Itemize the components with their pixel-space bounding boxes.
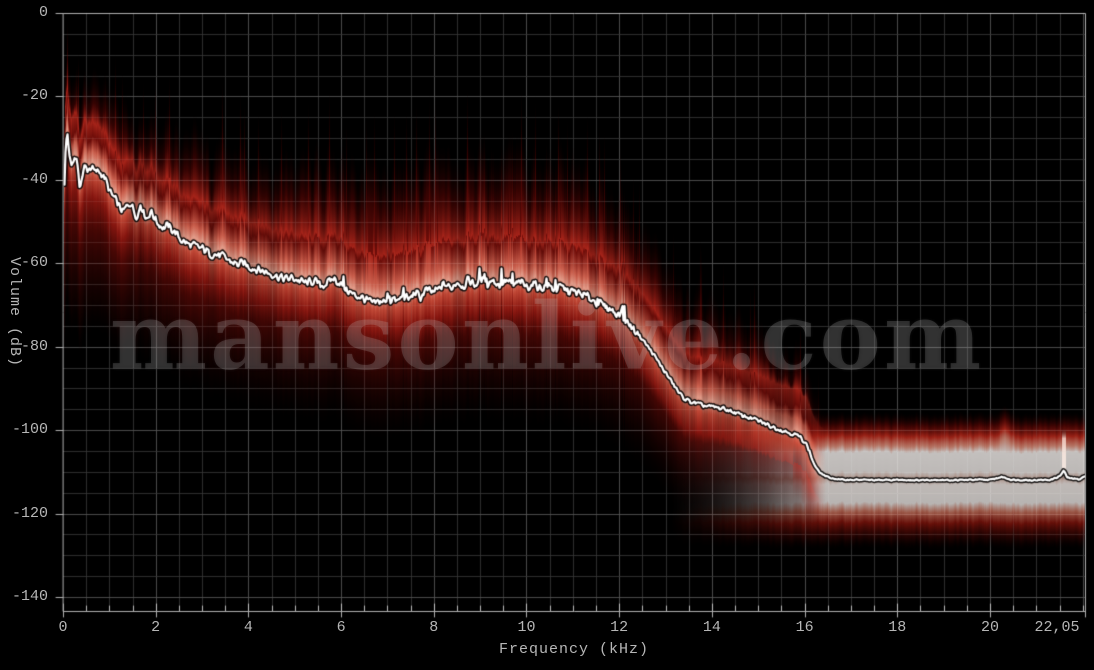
x-tick-label-20: 20 [980,619,999,636]
x-tick-label-16: 16 [795,619,814,636]
y-tick-label--100: -100 [11,421,48,439]
x-tick-label-14: 14 [702,619,721,636]
y-tick-label--60: -60 [20,254,48,272]
x-tick-label-8: 8 [429,619,439,636]
x-tick-label-0: 0 [58,619,68,636]
x-tick-label-12: 12 [610,619,629,636]
y-tick-label--80: -80 [20,337,48,355]
x-tick-label-18: 18 [888,619,907,636]
x-tick-label-22_05: 22,05 [1034,619,1080,636]
y-axis-title: Volume (dB) [6,256,23,368]
x-tick-label-10: 10 [517,619,536,636]
y-tick-label--120: -120 [11,504,48,522]
x-tick-label-4: 4 [243,619,253,636]
y-tick-label--20: -20 [20,87,48,105]
y-tick-label-0: 0 [38,4,48,21]
x-axis-title: Frequency (kHz) [498,641,650,658]
y-tick-label--140: -140 [11,588,48,605]
y-tick-label--40: -40 [20,170,48,188]
x-tick-label-6: 6 [336,619,346,636]
x-tick-label-2: 2 [151,619,161,636]
